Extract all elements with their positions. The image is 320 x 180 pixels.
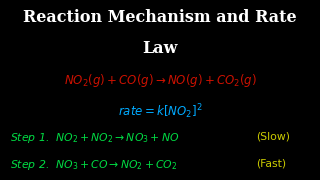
Text: Step 2.  $NO_3 + CO \rightarrow NO_2 + CO_2$: Step 2. $NO_3 + CO \rightarrow NO_2 + CO… — [10, 158, 177, 172]
Text: $rate = k[NO_2]^2$: $rate = k[NO_2]^2$ — [118, 103, 202, 121]
Text: $NO_2(g) + CO(g) \rightarrow NO(g) + CO_2(g)$: $NO_2(g) + CO(g) \rightarrow NO(g) + CO_… — [64, 72, 256, 89]
Text: Law: Law — [142, 40, 178, 57]
Text: (Fast): (Fast) — [256, 158, 286, 168]
Text: (Slow): (Slow) — [256, 131, 290, 141]
Text: Step 1.  $NO_2 + NO_2 \rightarrow NO_3 + NO$: Step 1. $NO_2 + NO_2 \rightarrow NO_3 + … — [10, 131, 179, 145]
Text: Reaction Mechanism and Rate: Reaction Mechanism and Rate — [23, 9, 297, 26]
